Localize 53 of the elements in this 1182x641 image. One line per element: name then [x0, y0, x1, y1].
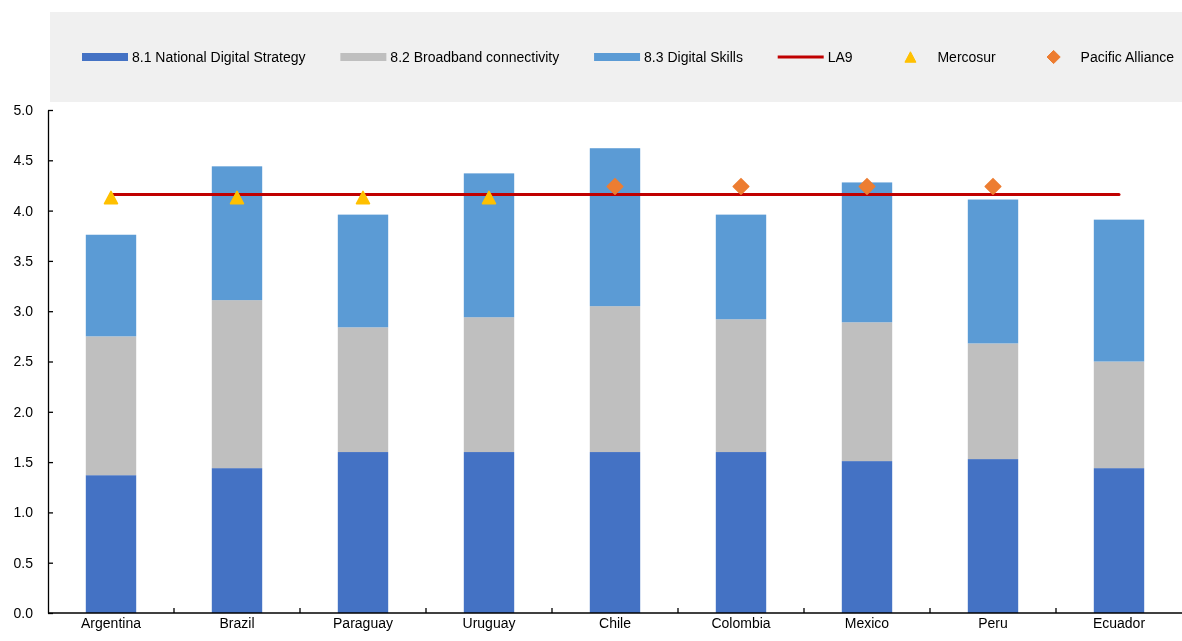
bar: [337, 214, 389, 328]
x-tick-label: Paraguay: [333, 614, 393, 631]
y-tick-label: 5.0: [13, 101, 34, 118]
x-tick-label: Peru: [978, 614, 1008, 631]
x-tick-label: Brazil: [219, 614, 255, 631]
y-tick-label: 1.0: [13, 504, 34, 521]
bar: [967, 343, 1019, 460]
x-tick-label: Uruguay: [462, 614, 516, 631]
bar: [85, 475, 137, 613]
y-tick-label: 0.5: [13, 554, 34, 571]
bar: [463, 317, 515, 453]
bar: [211, 166, 263, 301]
y-tick-label: 4.5: [13, 152, 34, 169]
x-tick-label: Mexico: [844, 614, 890, 631]
bar: [841, 182, 893, 323]
bar: [715, 319, 767, 453]
legend-label: Pacific Alliance: [1080, 48, 1175, 65]
bar: [589, 148, 641, 307]
y-tick-label: 4.0: [13, 202, 34, 219]
x-tick-label: Ecuador: [1092, 614, 1146, 631]
bar: [967, 459, 1019, 613]
bar: [967, 199, 1019, 344]
bar: [715, 214, 767, 320]
bar: [85, 336, 137, 476]
bar: [463, 452, 515, 613]
legend-label: 8.3 Digital Skills: [644, 48, 743, 65]
legend-label: Mercosur: [937, 48, 997, 65]
bar: [337, 327, 389, 453]
legend-label: 8.2 Broadband connectivity: [390, 48, 560, 65]
bar: [1093, 219, 1145, 362]
bar: [1093, 361, 1145, 469]
bar: [589, 306, 641, 453]
legend-label: 8.1 National Digital Strategy: [132, 48, 306, 65]
y-tick-label: 3.0: [13, 303, 34, 320]
bar: [589, 452, 641, 613]
y-tick-label: 0.0: [13, 604, 34, 621]
y-tick-label: 2.5: [13, 353, 34, 370]
y-tick-label: 1.5: [13, 454, 34, 471]
bar: [841, 322, 893, 462]
x-tick-label: Argentina: [81, 614, 142, 631]
bar: [211, 468, 263, 613]
y-tick-label: 3.5: [13, 252, 34, 269]
y-tick-label: 2.0: [13, 403, 34, 420]
bar: [85, 234, 137, 337]
bar: [715, 452, 767, 613]
bar: [337, 452, 389, 613]
x-tick-label: Colombia: [711, 614, 771, 631]
legend-label: LA9: [827, 48, 853, 65]
bar: [1093, 468, 1145, 613]
x-tick-label: Chile: [599, 614, 632, 631]
bar: [841, 461, 893, 613]
bar: [463, 173, 515, 318]
bar: [211, 300, 263, 469]
